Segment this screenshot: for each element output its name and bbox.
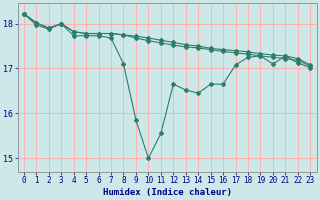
X-axis label: Humidex (Indice chaleur): Humidex (Indice chaleur) <box>103 188 232 197</box>
